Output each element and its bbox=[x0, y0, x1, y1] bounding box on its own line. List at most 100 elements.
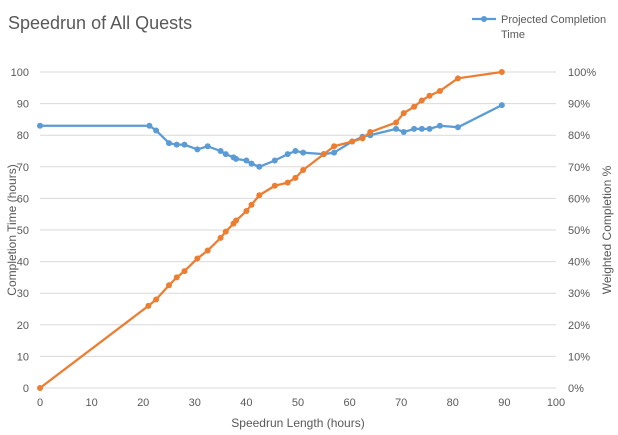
legend-marker-dot bbox=[481, 16, 487, 22]
data-point bbox=[359, 135, 366, 142]
x-tick-label: 30 bbox=[189, 397, 201, 409]
x-axis-label: Speedrun Length (hours) bbox=[231, 416, 364, 430]
data-point bbox=[292, 174, 299, 181]
y-axis-label: Completion Time (hours) bbox=[5, 164, 19, 295]
y-axis-ticks: 0 10 20 30 40 50 60 70 80 90 100 bbox=[11, 67, 29, 395]
x-tick-label: 90 bbox=[498, 397, 510, 409]
y2-tick-label: 50% bbox=[568, 225, 590, 237]
data-point bbox=[233, 155, 240, 162]
x-tick-label: 0 bbox=[37, 397, 43, 409]
data-point bbox=[222, 228, 229, 235]
chart-title: Speedrun of All Quests bbox=[8, 13, 192, 33]
y-tick-label: 100 bbox=[11, 67, 29, 79]
data-point bbox=[284, 151, 291, 158]
data-point bbox=[426, 92, 433, 99]
data-point bbox=[181, 141, 188, 148]
data-point bbox=[436, 87, 443, 94]
data-point bbox=[436, 122, 443, 129]
x-axis-ticks: 0 10 20 30 40 50 60 70 80 90 100 bbox=[37, 397, 565, 409]
series-projected-completion-time bbox=[37, 102, 505, 170]
data-point bbox=[243, 208, 250, 215]
y2-tick-label: 70% bbox=[568, 162, 590, 174]
data-point bbox=[173, 141, 180, 148]
data-point bbox=[400, 129, 407, 136]
y-tick-label: 80 bbox=[17, 130, 29, 142]
y-tick-label: 50 bbox=[17, 225, 29, 237]
x-tick-label: 70 bbox=[395, 397, 407, 409]
data-point bbox=[145, 302, 152, 309]
data-point bbox=[418, 125, 425, 132]
data-point bbox=[166, 282, 172, 289]
legend-entry-line-1: Projected Completion bbox=[501, 14, 606, 26]
y-tick-label: 90 bbox=[17, 99, 29, 111]
y2-tick-label: 0% bbox=[568, 383, 584, 395]
x-tick-label: 80 bbox=[447, 397, 459, 409]
data-point bbox=[233, 217, 240, 224]
data-point bbox=[393, 119, 400, 126]
data-point bbox=[411, 103, 418, 110]
data-point bbox=[400, 110, 407, 117]
data-point bbox=[498, 102, 505, 109]
data-point bbox=[222, 151, 229, 158]
data-point bbox=[204, 247, 211, 254]
series-weighted-completion bbox=[37, 69, 505, 391]
y2-tick-label: 40% bbox=[568, 257, 590, 269]
data-point bbox=[166, 140, 172, 147]
data-point bbox=[498, 69, 505, 75]
data-point bbox=[217, 148, 224, 154]
y2-tick-label: 80% bbox=[568, 130, 590, 142]
data-point bbox=[248, 201, 255, 208]
data-point bbox=[204, 143, 211, 150]
data-point bbox=[243, 157, 250, 164]
y-tick-label: 30 bbox=[17, 288, 29, 300]
data-point bbox=[153, 296, 160, 303]
x-tick-label: 60 bbox=[343, 397, 355, 409]
data-point bbox=[194, 146, 201, 153]
data-point bbox=[331, 143, 338, 150]
y2-tick-label: 30% bbox=[568, 288, 590, 300]
data-point bbox=[300, 149, 307, 156]
data-point bbox=[426, 125, 433, 132]
data-point bbox=[418, 97, 425, 104]
y2-tick-label: 90% bbox=[568, 99, 590, 111]
data-point bbox=[284, 179, 291, 186]
data-point bbox=[300, 166, 307, 173]
y2-axis-label: Weighted Completion % bbox=[600, 165, 614, 294]
x-tick-label: 100 bbox=[547, 397, 565, 409]
data-point bbox=[194, 255, 201, 262]
data-point bbox=[454, 75, 461, 82]
data-point bbox=[320, 151, 327, 158]
data-point bbox=[256, 163, 263, 170]
gridlines bbox=[40, 71, 556, 389]
data-point bbox=[454, 124, 461, 131]
data-point bbox=[349, 138, 356, 145]
data-point bbox=[411, 125, 418, 132]
data-point bbox=[37, 385, 43, 391]
x-tick-label: 20 bbox=[137, 397, 149, 409]
y2-tick-label: 60% bbox=[568, 193, 590, 205]
y2-axis-ticks: 0% 10% 20% 30% 40% 50% 60% 70% 80% 90% 100% bbox=[568, 67, 596, 395]
data-point bbox=[292, 148, 299, 154]
x-tick-label: 10 bbox=[85, 397, 97, 409]
x-tick-label: 50 bbox=[292, 397, 304, 409]
y2-tick-label: 100% bbox=[568, 67, 596, 79]
x-tick-label: 40 bbox=[240, 397, 252, 409]
y-tick-label: 60 bbox=[17, 193, 29, 205]
series-layer bbox=[37, 69, 505, 391]
y-tick-label: 0 bbox=[23, 383, 29, 395]
data-point bbox=[271, 157, 278, 164]
y-tick-label: 40 bbox=[17, 257, 29, 269]
data-point bbox=[217, 234, 224, 241]
data-point bbox=[153, 127, 160, 134]
data-point bbox=[37, 122, 43, 129]
y-tick-label: 70 bbox=[17, 162, 29, 174]
data-point bbox=[146, 122, 153, 129]
data-point bbox=[331, 149, 338, 156]
data-point bbox=[173, 274, 180, 281]
data-point bbox=[256, 192, 263, 199]
legend: Projected Completion Time bbox=[472, 14, 606, 41]
y-tick-label: 20 bbox=[17, 320, 29, 332]
data-point bbox=[367, 129, 374, 136]
data-point bbox=[181, 268, 188, 275]
